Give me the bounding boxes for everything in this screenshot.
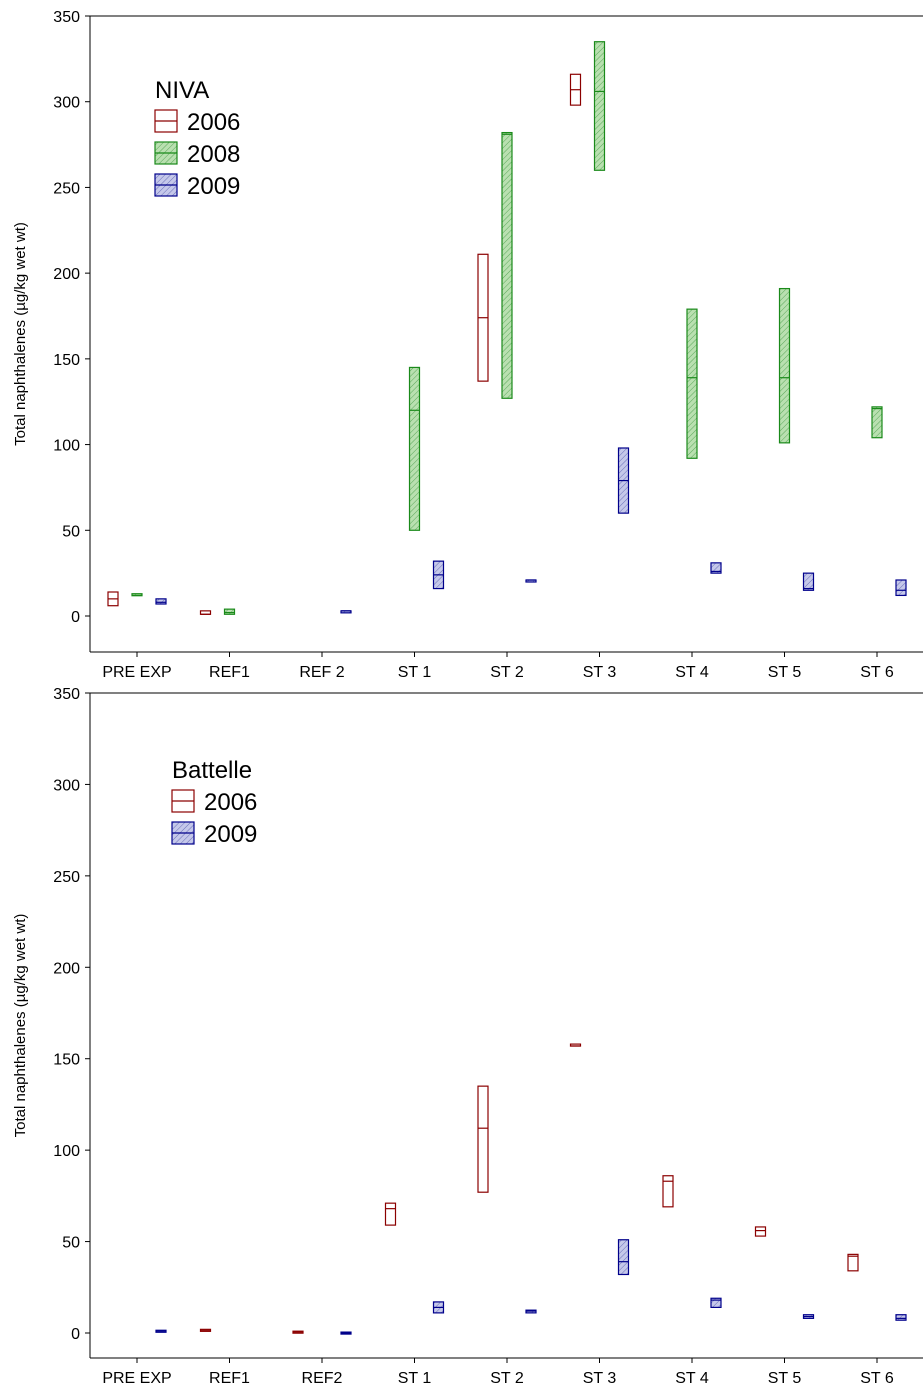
box-2006-st4: [662, 1175, 674, 1208]
legend-label-2009: 2009: [187, 173, 240, 200]
x-tick-label: REF1: [209, 664, 250, 681]
y-tick-label: 50: [62, 1235, 80, 1252]
box-2006-st2: [477, 1085, 489, 1193]
y-tick-label: 200: [53, 960, 80, 977]
box-2006-st5: [754, 1226, 767, 1237]
battelle-chart-panel: 0 50 100 150 200 250 300 350 PRE EXP REF1 REF2 ST 1…: [12, 686, 923, 1387]
box-2009-preexp: [155, 598, 167, 605]
x-tick-label: ST 3: [583, 1370, 617, 1387]
x-tick-label: ST 1: [398, 664, 432, 681]
x-tick-label: ST 6: [860, 1370, 894, 1387]
y-tick-label: 200: [53, 266, 80, 283]
y-tick-label: 300: [53, 777, 80, 794]
legend-label-2006: 2006: [204, 789, 257, 816]
box-2006-st6: [847, 1253, 859, 1272]
y-tick-label: 0: [71, 609, 80, 626]
y-tick-label: 350: [53, 9, 80, 26]
x-tick-label: PRE EXP: [102, 1370, 171, 1387]
y-tick-label: 150: [53, 352, 80, 369]
box-2009-st4: [710, 1297, 722, 1309]
x-tick-label: REF2: [302, 1370, 343, 1387]
x-tick-label: ST 1: [398, 1370, 432, 1387]
x-tick-label: ST 5: [768, 1370, 802, 1387]
y-tick-label: 250: [53, 180, 80, 197]
box-2009-st4: [710, 562, 722, 574]
box-2008-st6: [871, 406, 883, 439]
y-tick-label: 100: [53, 1143, 80, 1160]
x-tick-label: ST 3: [583, 664, 617, 681]
x-tick-label: ST 2: [490, 664, 524, 681]
y-tick-label: 250: [53, 869, 80, 886]
x-tick-label: PRE EXP: [102, 664, 171, 681]
y-tick-label: 100: [53, 438, 80, 455]
x-tick-label: ST 4: [675, 1370, 709, 1387]
box-2008-st3: [593, 41, 606, 171]
x-tick-label: ST 5: [768, 664, 802, 681]
legend-label-2009: 2009: [204, 821, 257, 848]
box-2009-st6: [895, 1314, 907, 1321]
legend-label-2006: 2006: [187, 109, 240, 136]
x-tick-label: ST 2: [490, 1370, 524, 1387]
y-tick-label: 150: [53, 1052, 80, 1069]
box-2009-st5: [802, 572, 815, 591]
legend-label-2008: 2008: [187, 141, 240, 168]
box-2009-st6: [895, 579, 907, 597]
x-tick-label: REF 2: [299, 664, 344, 681]
x-tick-label: ST 6: [860, 664, 894, 681]
box-2006-st1: [384, 1202, 397, 1226]
box-2008-st5: [778, 287, 791, 444]
x-tick-label: ST 4: [675, 664, 709, 681]
y-tick-label: 300: [53, 95, 80, 112]
y-tick-label: 0: [71, 1326, 80, 1343]
box-2008-ref1: [223, 608, 236, 615]
box-2009-st3: [617, 1239, 630, 1276]
legend-title: Battelle: [172, 757, 252, 784]
y-tick-label: 50: [62, 523, 80, 540]
box-2008-st2: [501, 131, 513, 399]
niva-chart-panel: 0 50 100 150 200 250 300 350 PRE EXP REF1 REF 2 ST …: [12, 9, 923, 681]
y-tick-label: 350: [53, 686, 80, 703]
x-tick-label: REF1: [209, 1370, 250, 1387]
box-2008-st1: [408, 366, 421, 531]
box-2008-st4: [686, 308, 698, 459]
legend-title: NIVA: [155, 77, 209, 104]
y-axis-label: Total naphthalenes (µg/kg wet wt): [12, 222, 29, 446]
y-axis-label: Total naphthalenes (µg/kg wet wt): [12, 914, 29, 1138]
